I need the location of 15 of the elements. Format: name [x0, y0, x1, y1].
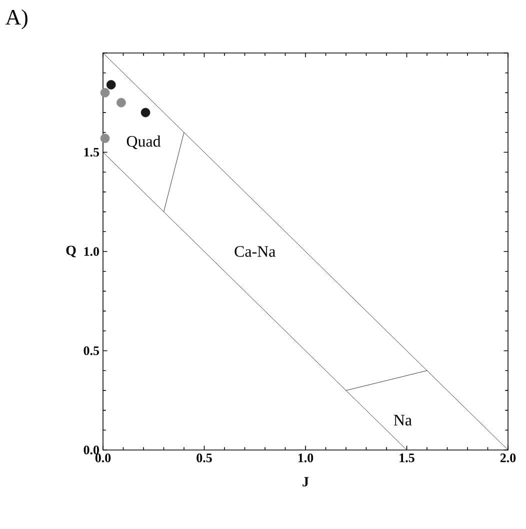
- x-axis-title: J: [302, 477, 309, 486]
- y-tick-label: 0.5: [84, 346, 100, 356]
- x-tick-label: 0.5: [196, 454, 212, 462]
- text: A): [5, 9, 28, 30]
- y-axis-title: Q: [66, 246, 76, 258]
- x-tick-label: 1.0: [298, 454, 314, 462]
- x-tick-label: 0.0: [95, 454, 111, 462]
- x-tick-label: 2.0: [500, 454, 516, 462]
- annotation: Na: [394, 414, 412, 426]
- y-tick-label: 0.0: [84, 446, 99, 454]
- annotation: Ca-Na: [234, 246, 276, 257]
- x-tick-label: 1.5: [400, 454, 414, 462]
- y-tick-label: 1.0: [84, 247, 99, 256]
- annotation: Quad: [126, 136, 161, 150]
- y-tick-label: 1.5: [84, 148, 100, 157]
